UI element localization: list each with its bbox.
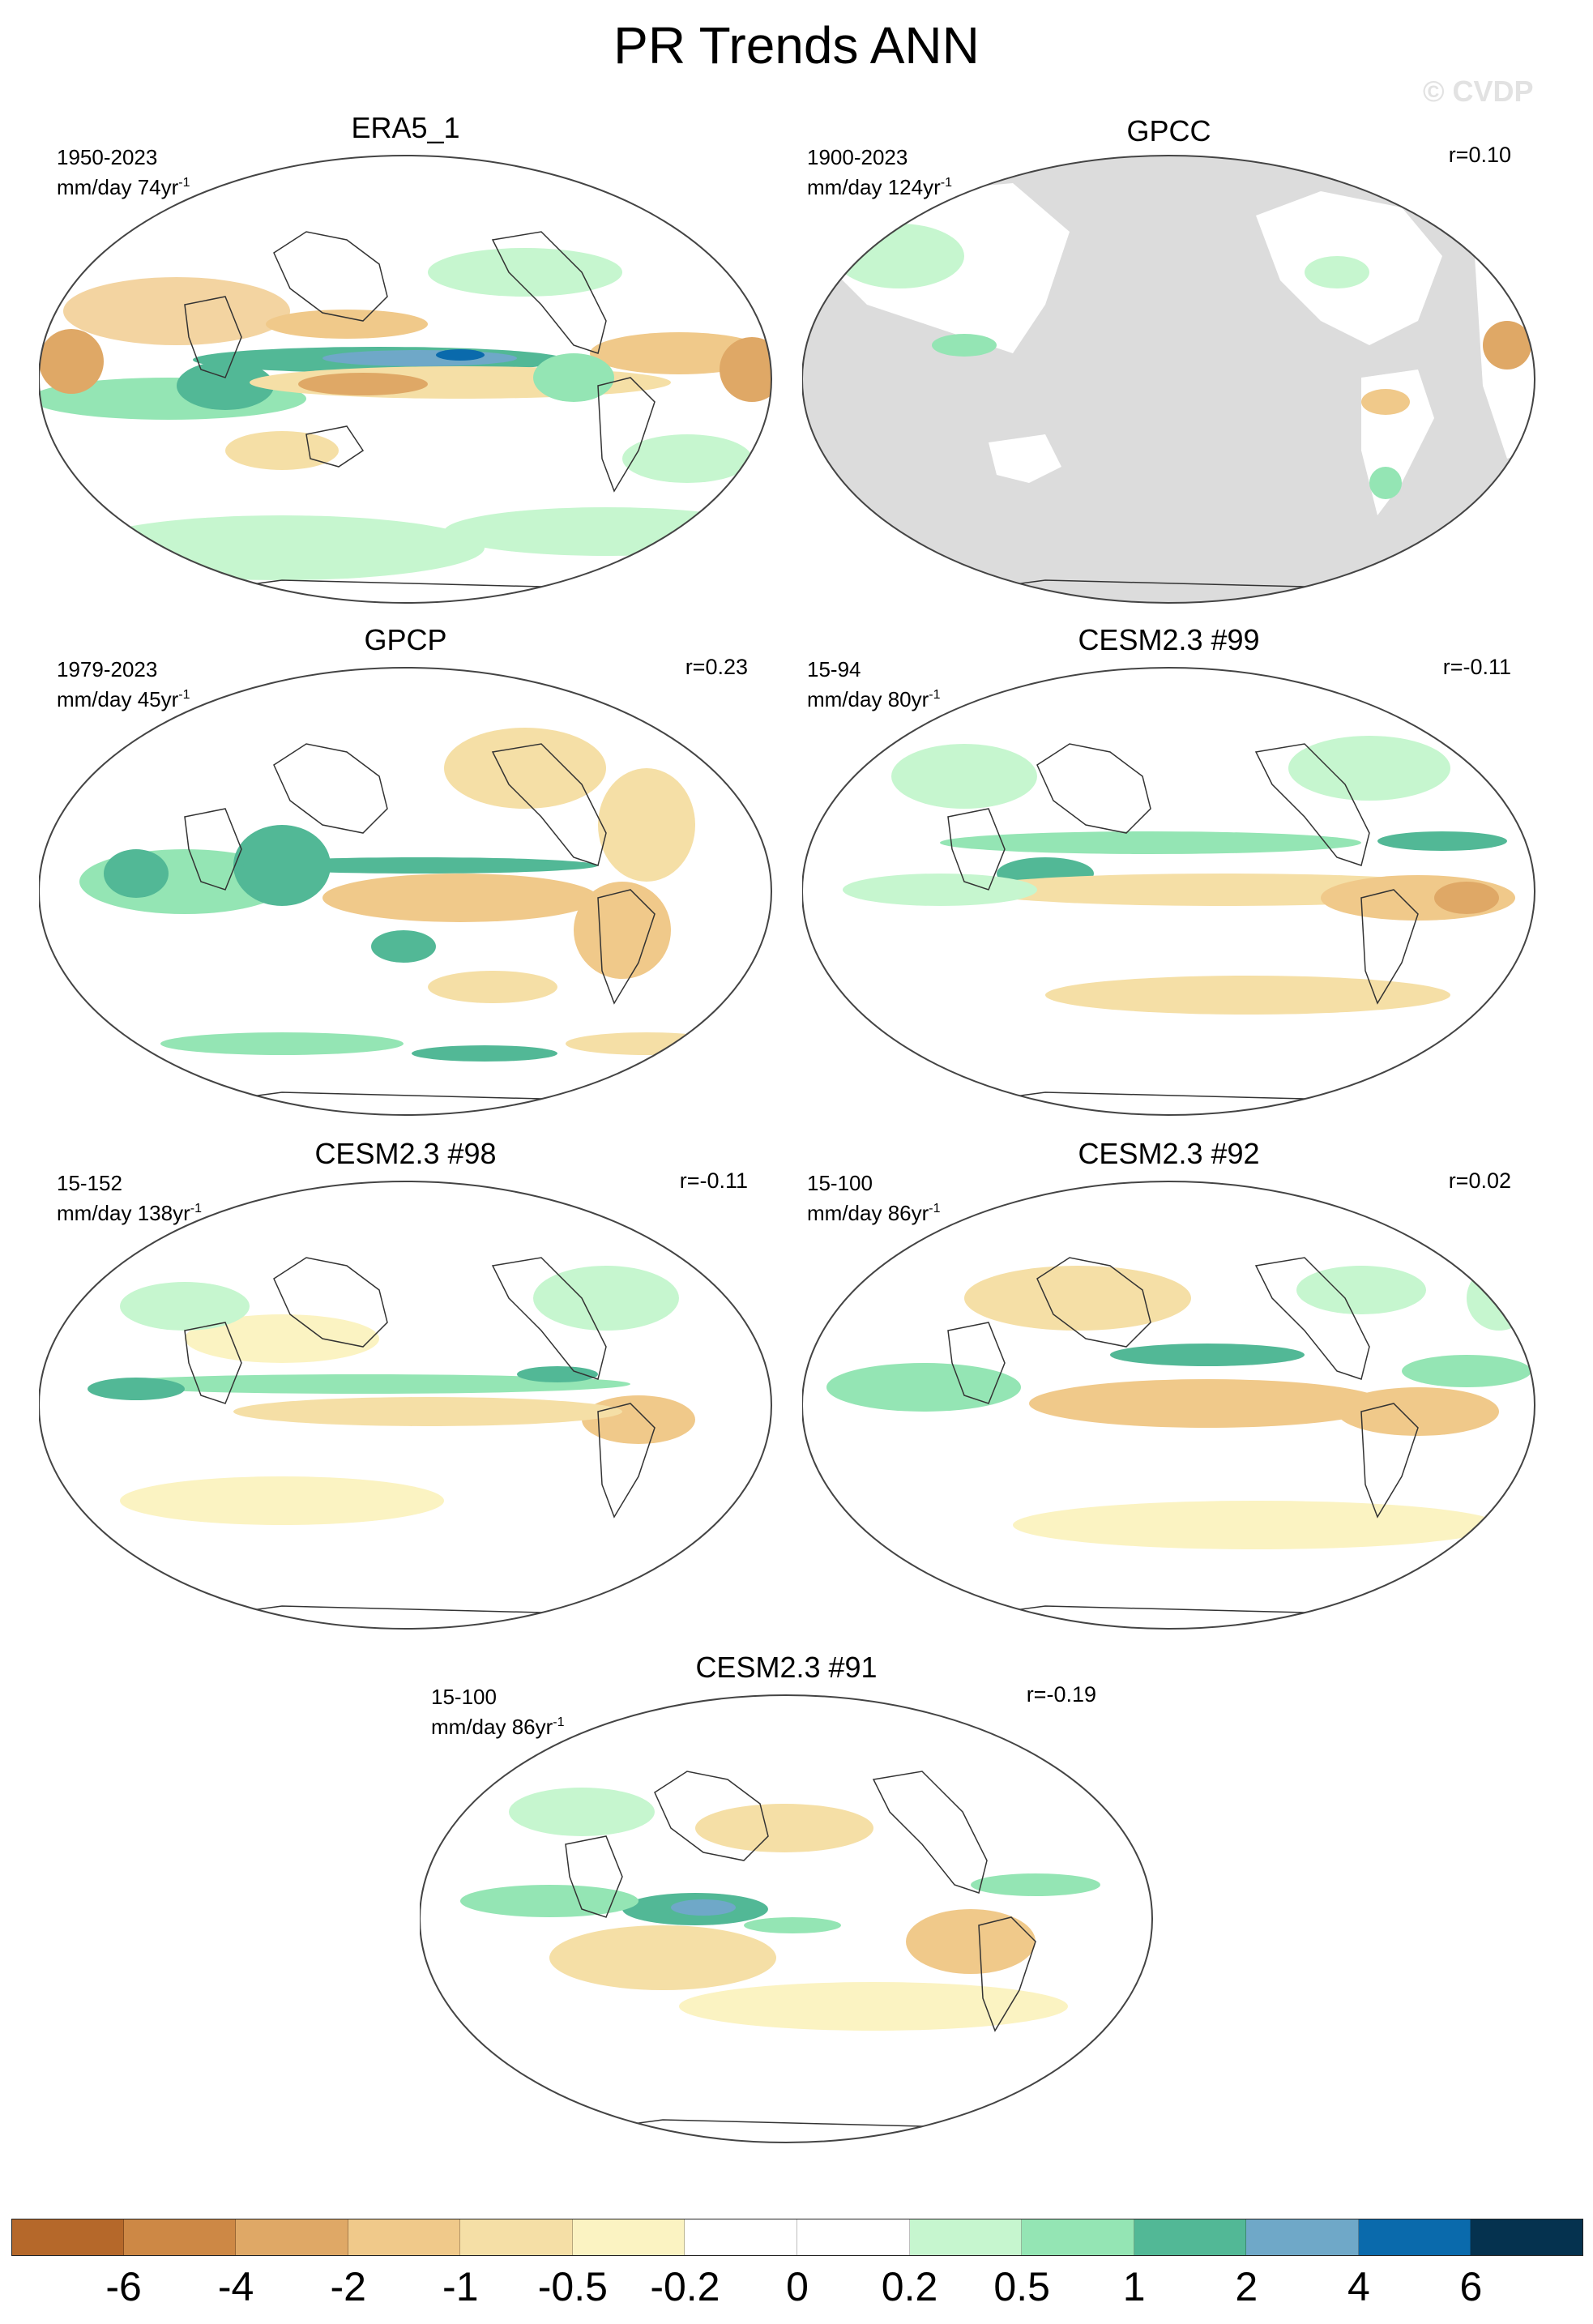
colorbar-swatch [685,2219,797,2256]
panel-units: mm/day [807,1201,882,1225]
colorbar [11,2219,1583,2258]
panel-years: 1900-2023 [807,145,908,169]
colorbar-swatch [909,2219,1023,2256]
colorbar-tick-label: 2 [1235,2264,1258,2309]
colorbar-tick-label: 4 [1347,2264,1370,2309]
panel-trend-length: 86yr [511,1715,553,1739]
colorbar-frame [11,2219,1583,2256]
panel-info: 1950-2023 mm/day 74yr-1 [57,144,190,200]
panel-correlation: r=0.23 [685,655,748,679]
colorbar-swatch [460,2219,573,2256]
panel-trend-exponent: -1 [929,688,941,702]
panel-title: CESM2.3 #99 [1078,623,1260,656]
panel-trend-length: 74yr [137,175,179,199]
map-panel-cesm-98: CESM2.3 #98 15-152 mm/day 138yr-1 r=-0.1… [39,1136,772,1638]
panel-trend-length: 80yr [887,687,929,711]
colorbar-tick-label: 1 [1122,2264,1146,2309]
panel-title: CESM2.3 #91 [695,1651,878,1684]
colorbar-tick-label: 6 [1459,2264,1483,2309]
colorbar-swatch [11,2219,124,2256]
panel-title: GPCP [364,623,447,656]
panel-years: 15-100 [807,1171,873,1195]
colorbar-tick-label: -6 [105,2264,142,2309]
panel-years: 15-94 [807,657,861,681]
colorbar-tick-label: 0.2 [881,2264,938,2309]
robinson-map-gpcc [802,155,1535,604]
map-panel-gpcc: GPCC 1900-2023 mm/day 124yr-1 r=0.10 [802,110,1535,613]
panel-units: mm/day [57,687,132,711]
panel-trend-exponent: -1 [190,1202,202,1215]
colorbar-tick-label: -0.2 [650,2264,720,2309]
robinson-map-cesm-98 [39,1181,772,1630]
robinson-map-cesm-99 [802,667,1535,1116]
panel-title: CESM2.3 #92 [1078,1137,1260,1170]
panel-trend-exponent: -1 [178,176,190,190]
cvdp-watermark: © CVDP [1423,75,1534,108]
panel-correlation: r=-0.11 [1442,655,1511,679]
map-panel-cesm-91: CESM2.3 #91 15-100 mm/day 86yr-1 r=-0.19 [420,1650,1153,2152]
panel-units: mm/day [807,687,882,711]
robinson-map-cesm-91 [420,1694,1153,2143]
panel-trend-exponent: -1 [940,176,952,190]
robinson-map-cesm-92 [802,1181,1535,1630]
map-panel-gpcp: GPCP 1979-2023 mm/day 45yr-1 r=0.23 [39,622,772,1125]
colorbar-swatch [1358,2219,1471,2256]
panel-correlation: r=0.10 [1448,143,1511,167]
colorbar-swatch [348,2219,461,2256]
panel-correlation: r=-0.19 [1026,1682,1096,1707]
panel-info: 1900-2023 mm/day 124yr-1 [807,144,952,200]
panel-info: 1979-2023 mm/day 45yr-1 [57,656,190,712]
colorbar-tick-label: -0.5 [537,2264,608,2309]
panel-trend-exponent: -1 [178,688,190,702]
panel-years: 1950-2023 [57,145,158,169]
panel-info: 15-94 mm/day 80yr-1 [807,656,941,712]
panel-years: 1979-2023 [57,657,158,681]
robinson-map-era5 [39,155,772,604]
panel-units: mm/day [57,1201,132,1225]
panel-years: 15-152 [57,1171,122,1195]
panel-trend-length: 86yr [887,1201,929,1225]
panel-trend-exponent: -1 [553,1715,565,1729]
figure-title: PR Trends ANN [613,16,980,75]
colorbar-tick-label: 0 [786,2264,809,2309]
panel-correlation: r=-0.11 [679,1168,748,1193]
panel-title: CESM2.3 #98 [314,1137,497,1170]
panel-trend-exponent: -1 [929,1202,941,1215]
colorbar-tick-label: -4 [217,2264,254,2309]
colorbar-swatch [123,2219,237,2256]
panel-title: ERA5_1 [351,111,460,144]
robinson-map-gpcp [39,667,772,1116]
map-panel-cesm-99: CESM2.3 #99 15-94 mm/day 80yr-1 r=-0.11 [802,622,1535,1125]
panel-units: mm/day [57,175,132,199]
colorbar-tick-label: -2 [330,2264,366,2309]
colorbar-tick-label: -1 [442,2264,479,2309]
map-panel-cesm-92: CESM2.3 #92 15-100 mm/day 86yr-1 r=0.02 [802,1136,1535,1638]
colorbar-swatch [572,2219,685,2256]
panel-units: mm/day [807,175,882,199]
panel-years: 15-100 [431,1685,497,1709]
panel-trend-length: 138yr [137,1201,190,1225]
colorbar-tick-label: 0.5 [993,2264,1050,2309]
panel-info: 15-152 mm/day 138yr-1 [57,1170,202,1226]
colorbar-swatch [1246,2219,1359,2256]
panel-info: 15-100 mm/day 86yr-1 [431,1684,565,1740]
panel-info: 15-100 mm/day 86yr-1 [807,1170,941,1226]
panel-correlation: r=0.02 [1448,1168,1511,1193]
panel-trend-length: 124yr [887,175,941,199]
panel-title: GPCC [1126,114,1211,147]
colorbar-swatch [236,2219,348,2256]
colorbar-swatch [1134,2219,1247,2256]
map-panel-era5: ERA5_1 1950-2023 mm/day 74yr-1 [39,110,772,613]
panel-trend-length: 45yr [137,687,179,711]
panel-units: mm/day [431,1715,506,1739]
colorbar-swatch [1022,2219,1134,2256]
colorbar-swatch [797,2219,910,2256]
